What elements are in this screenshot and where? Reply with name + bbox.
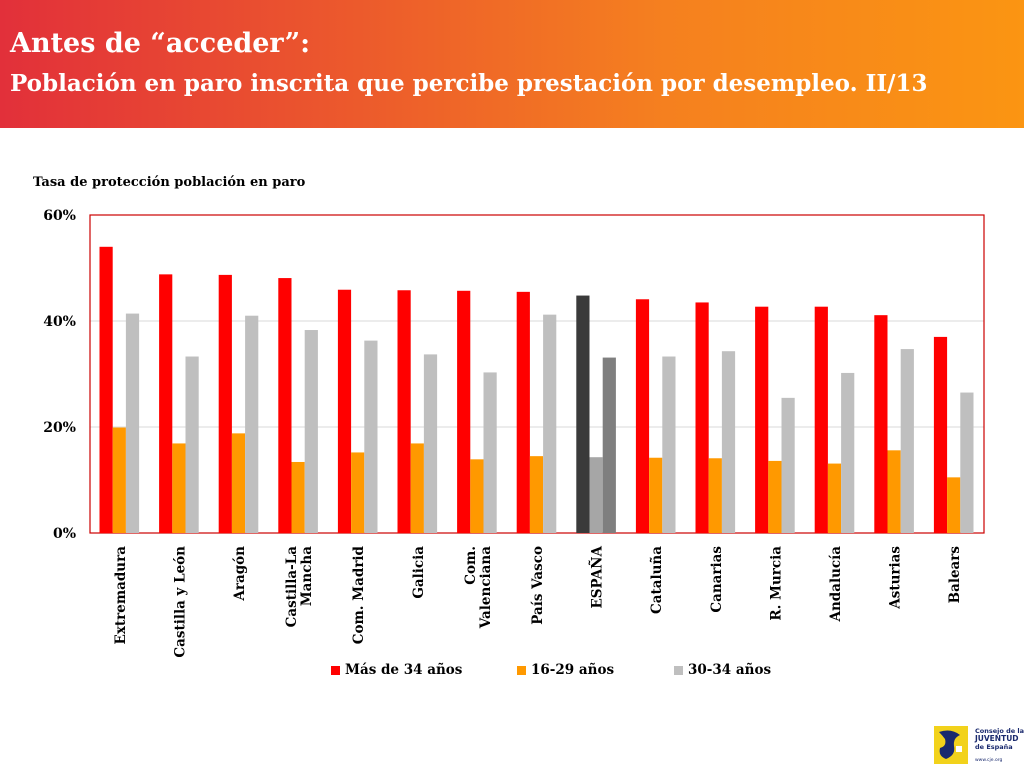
- y-tick-label: 40%: [43, 314, 76, 330]
- legend-item-over34: Más de 34 años: [331, 662, 462, 678]
- x-tick-label: Castilla-LaMancha: [284, 546, 315, 628]
- bar-30-34: [602, 357, 616, 533]
- bar-16-29: [887, 450, 901, 533]
- bar-30-34: [245, 315, 259, 533]
- x-tick-label: Canarias: [709, 546, 725, 613]
- bar-mas-de-34: [576, 295, 590, 533]
- x-tick-label: Com.Valenciana: [463, 546, 494, 629]
- x-tick-label: Extremadura: [113, 546, 129, 645]
- bar-30-34: [125, 313, 140, 533]
- bar-30-34: [543, 314, 557, 533]
- bar-mas-de-34: [99, 246, 113, 534]
- bar-16-29: [470, 459, 484, 533]
- bar-mas-de-34: [874, 315, 888, 533]
- y-tick-label: 20%: [43, 420, 76, 436]
- bar-16-29: [231, 433, 246, 533]
- x-tick-label: Balears: [947, 546, 963, 604]
- bar-30-34: [364, 340, 378, 533]
- x-tick-label: Andalucía: [828, 546, 844, 623]
- bar-30-34: [304, 330, 318, 533]
- cje-logo-text: Consejo de la JUVENTUD de España: [975, 727, 1024, 751]
- bar-16-29: [529, 456, 544, 533]
- chart-title: Tasa de protección población en paro: [33, 175, 306, 190]
- bar-30-34: [483, 372, 497, 533]
- bar-mas-de-34: [635, 299, 650, 533]
- y-tick-label: 0%: [53, 526, 76, 542]
- bar-30-34: [185, 356, 199, 533]
- bar-30-34: [662, 356, 676, 533]
- x-tick-label: ESPAÑA: [590, 545, 606, 608]
- bar-16-29: [410, 443, 424, 533]
- bar-mas-de-34: [337, 289, 352, 533]
- bar-mas-de-34: [933, 336, 948, 533]
- bar-30-34: [721, 351, 736, 533]
- x-tick-label: Castilla y León: [172, 546, 188, 658]
- bar-mas-de-34: [516, 291, 530, 533]
- x-tick-label: Com. Madrid: [351, 545, 367, 644]
- bar-16-29: [649, 457, 663, 533]
- bar-mas-de-34: [814, 306, 828, 533]
- legend-label: 16-29 años: [531, 662, 615, 678]
- bar-30-34: [841, 372, 855, 533]
- bar-30-34: [423, 354, 438, 533]
- bar-30-34: [781, 397, 795, 533]
- bar-16-29: [172, 443, 186, 533]
- legend-label: 30-34 años: [688, 662, 772, 678]
- bar-mas-de-34: [457, 290, 471, 533]
- page-title: Antes de “acceder”:: [10, 28, 311, 59]
- chart-legend: Más de 34 años 16-29 años 30-34 años: [0, 662, 1024, 682]
- bar-16-29: [112, 427, 126, 533]
- legend-label: Más de 34 años: [345, 662, 463, 678]
- legend-item-16-29: 16-29 años: [517, 662, 614, 678]
- legend-swatch-gray: [674, 665, 683, 675]
- bar-mas-de-34: [278, 278, 292, 533]
- bar-mas-de-34: [695, 302, 709, 533]
- bar-30-34: [900, 349, 914, 533]
- header-banner: Antes de “acceder”: Población en paro in…: [0, 0, 1024, 128]
- bar-chart: 0% 20% 40% 60% Extremadura Castilla y León Ara…: [43, 208, 985, 658]
- cje-logo-url: www.cje.org: [975, 758, 1003, 763]
- x-tick-label: Asturias: [888, 546, 904, 610]
- x-tick-label: Cataluña: [649, 546, 665, 614]
- bar-mas-de-34: [397, 290, 411, 533]
- bar-16-29: [768, 460, 782, 533]
- bar-16-29: [947, 477, 961, 533]
- x-tick-label: Aragón: [232, 546, 248, 602]
- legend-item-30-34: 30-34 años: [674, 662, 771, 678]
- y-tick-label: 60%: [43, 208, 76, 224]
- x-tick-label: R. Murcia: [768, 546, 784, 621]
- cje-logo: Consejo de la JUVENTUD de España www.cje…: [934, 722, 1024, 768]
- legend-swatch-orange: [517, 665, 526, 675]
- x-tick-label: País Vasco: [530, 546, 546, 625]
- bar-mas-de-34: [218, 274, 232, 533]
- bar-mas-de-34: [755, 306, 769, 533]
- bar-16-29: [589, 457, 603, 533]
- legend-swatch-red: [331, 665, 340, 675]
- bar-16-29: [827, 463, 842, 533]
- bar-16-29: [708, 458, 722, 533]
- page-subtitle: Población en paro inscrita que percibe p…: [10, 70, 928, 97]
- bar-16-29: [351, 452, 365, 533]
- cje-logo-mark: [934, 726, 968, 764]
- bar-16-29: [291, 461, 305, 533]
- bar-30-34: [960, 392, 974, 533]
- x-tick-label: Galicia: [411, 546, 427, 599]
- bar-mas-de-34: [159, 274, 173, 533]
